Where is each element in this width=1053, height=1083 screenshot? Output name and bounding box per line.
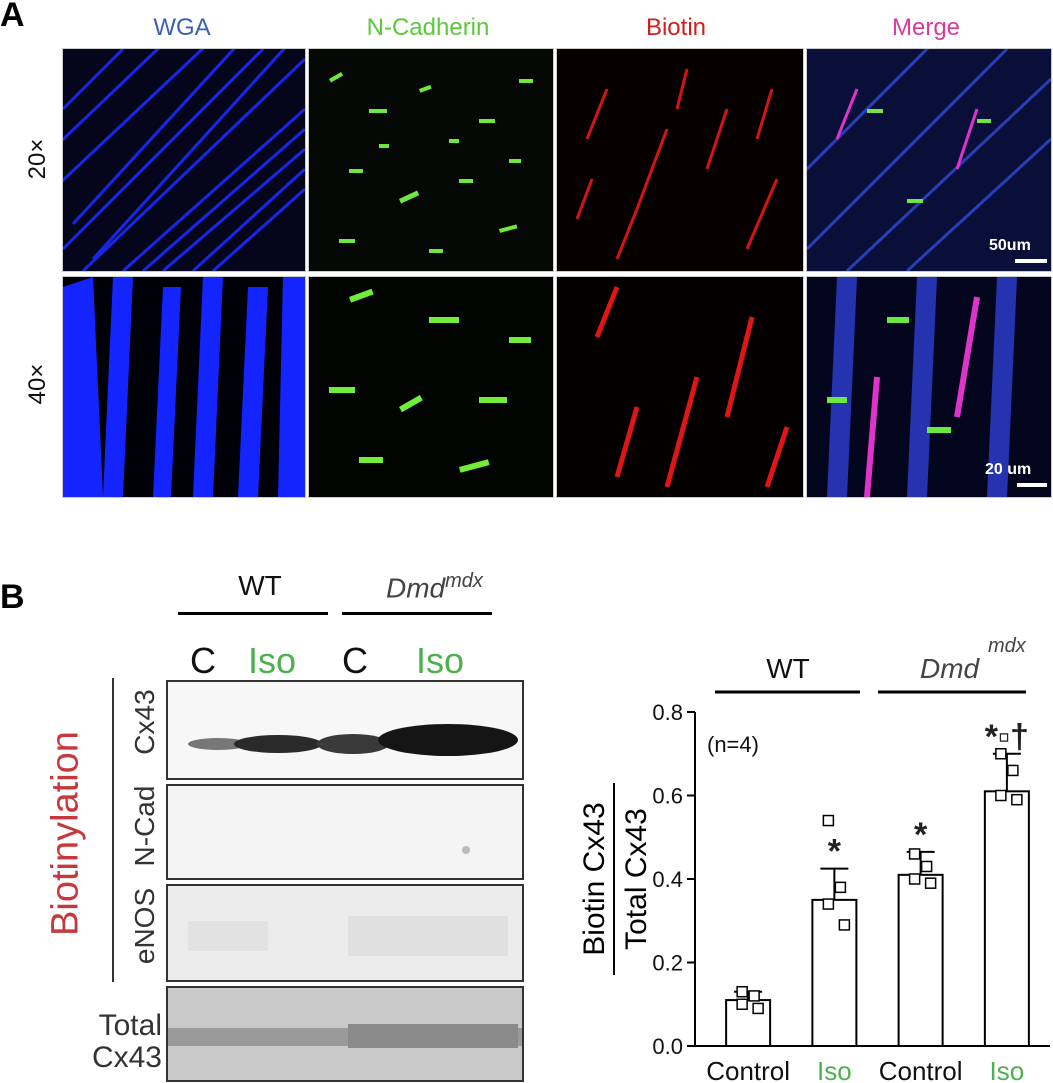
significance-marker: * [828,833,842,871]
chart-group-label-dmd-superscript: mdx [988,635,1027,657]
merge-40x-texture [827,277,1017,497]
chart-group-label-dmd: Dmd [920,653,981,684]
data-point [908,873,921,885]
blot-cx43 [166,680,524,780]
data-point [1011,793,1023,806]
biotinylation-bracket [112,678,114,982]
lane-label-dmd-control: C [342,640,368,681]
biotin-20x-texture [575,68,779,260]
sample-size-annotation: (n=4) [707,732,759,757]
group-line-wt [178,612,328,615]
scale-label-20x: 50um [989,237,1031,254]
blot-label-total-line2: Cx43 [91,1041,162,1074]
y-tick-label: 0.0 [652,1034,683,1059]
lane-label-wt-iso: Iso [248,640,297,681]
blot-label-total: Total Cx43 [82,1010,162,1074]
panel-a-letter: A [0,0,25,34]
scale-bar-40x [1017,483,1047,487]
data-point [748,990,760,1002]
column-title-ncadherin: N-Cadherin [366,14,490,41]
panel-b-letter: B [0,578,25,616]
column-title-wga: WGA [153,14,211,41]
data-point [736,985,748,998]
blot-label-total-line1: Total [98,1009,162,1042]
image-biotin-20x [556,48,804,272]
category-label: Iso [817,1056,852,1083]
data-point [822,814,835,827]
data-point [924,877,937,889]
blot-label-ncad: N-Cad [129,785,160,867]
lane-label-wt-control: C [190,640,216,681]
category-label: Iso [990,1056,1025,1083]
blot-label-enos: eNOS [129,887,160,965]
row-label-20x: 20× [24,138,51,180]
row-label-40x: 40× [24,363,51,405]
blot-ncad-bands [462,846,470,854]
bar [897,873,944,1047]
wga-40x-texture [63,277,305,497]
group-label-dmd-superscript: mdx [445,570,483,592]
blot-cx43-bands [188,724,518,756]
blot-total-bands [168,1024,522,1048]
ncadherin-40x-texture [329,288,531,473]
image-biotin-40x [556,276,804,498]
y-label-denominator: Total Cx43 [620,808,653,950]
data-point [834,881,847,894]
data-point [752,1002,764,1015]
blot-label-cx43: Cx43 [129,689,160,755]
scale-bar-20x [1015,259,1047,263]
blot-enos-bands [188,916,508,956]
group-label-dmd-text: Dmd [386,572,446,604]
lane-label-dmd-iso: Iso [416,640,465,681]
data-point [822,898,835,910]
column-title-merge: Merge [891,14,961,41]
blot-total-cx43 [166,986,524,1082]
data-point [995,789,1007,802]
y-axis-label: Biotin Cx43 Total Cx43 [578,783,653,975]
y-tick-label: 0.4 [652,867,683,892]
ncadherin-20x-texture [329,72,533,253]
image-merge-20x: 50um [806,48,1052,272]
data-point [838,919,851,931]
merge-20x-texture [807,49,1051,271]
category-label: Control [706,1056,790,1083]
y-tick-label: 0.8 [652,700,683,725]
blot-ncad [166,784,524,880]
data-point [995,748,1007,760]
image-ncadherin-20x [308,48,554,272]
y-tick-label: 0.6 [652,784,683,809]
blot-enos [166,884,524,982]
significance-marker: *▫† [985,718,1029,756]
group-line-dmd [342,612,492,615]
data-point [736,998,748,1010]
chart-group-label-wt: WT [766,653,810,684]
category-label: Control [879,1056,963,1083]
biotinylation-label: Biotinylation [44,731,87,936]
data-point [908,848,921,860]
data-point [1007,764,1019,777]
data-point [920,860,933,873]
bar-chart: 0.0 0.2 0.4 0.6 0.8 Biotin Cx43 Total Cx43 (n=4… [578,635,1050,1083]
y-tick-label: 0.2 [652,951,683,976]
image-wga-20x [62,48,306,272]
biotin-40x-texture [594,286,790,488]
image-wga-40x [62,276,306,498]
wga-20x-texture [63,49,305,271]
column-title-biotin: Biotin [645,14,707,41]
y-label-numerator: Biotin Cx43 [578,802,611,955]
bar [983,790,1030,1047]
significance-marker: * [914,816,928,854]
image-merge-40x: 20 um [806,276,1052,498]
group-label-wt: WT [238,570,282,601]
image-ncadherin-40x [308,276,554,498]
group-label-dmd: Dmdmdx [386,570,483,604]
scale-label-40x: 20 um [985,461,1032,478]
